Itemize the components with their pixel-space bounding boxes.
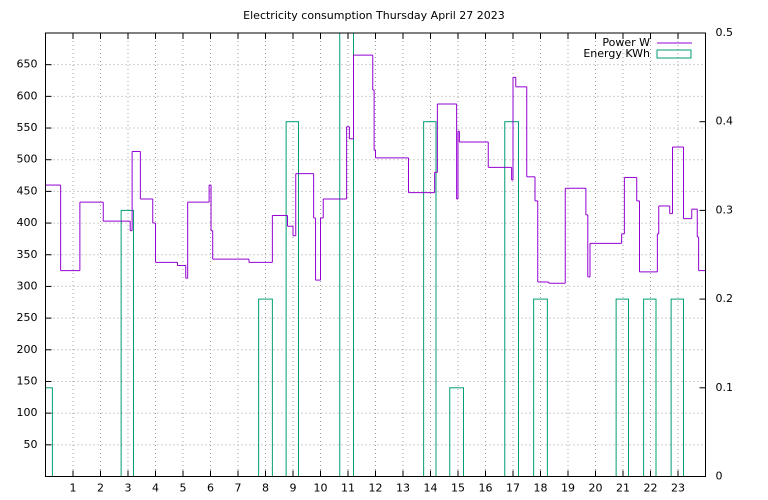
energy-box [670,298,684,477]
y2-tick-label: 0.3 [716,203,734,216]
x-tick-label: 7 [235,482,242,495]
x-tick-label: 12 [369,482,383,495]
legend-label: Energy KWh [583,47,650,60]
plot-frame [45,32,706,477]
power-line [45,54,706,284]
y-tick-label: 50 [24,438,38,451]
y2-tick-label: 0.2 [716,292,734,305]
y-tick-label: 100 [17,406,38,419]
x-tick-label: 17 [506,482,520,495]
y-tick-label: 300 [17,279,38,292]
x-tick-label: 11 [341,482,355,495]
y2-tick-label: 0.4 [716,115,734,128]
energy-box [45,387,53,477]
x-tick-label: 22 [644,482,658,495]
x-tick-label: 18 [534,482,548,495]
x-tick-label: 5 [180,482,187,495]
y-tick-label: 650 [17,58,38,71]
x-tick-label: 8 [262,482,269,495]
x-tick-label: 14 [424,482,438,495]
y-tick-label: 600 [17,89,38,102]
x-tick-label: 2 [97,482,104,495]
y2-tick-label: 0.5 [716,26,734,39]
energy-box [449,387,464,477]
y-tick-label: 200 [17,343,38,356]
energy-box [285,121,299,477]
y-tick-label: 550 [17,121,38,134]
x-tick-label: 6 [207,482,214,495]
x-tick-label: 20 [589,482,603,495]
y2-tick-label: 0 [716,470,723,483]
x-tick-label: 19 [561,482,575,495]
energy-box [615,298,629,477]
x-tick-label: 23 [671,482,685,495]
legend-label: Power W [602,36,650,49]
y-tick-label: 450 [17,184,38,197]
x-tick-label: 3 [125,482,132,495]
energy-box [120,209,134,477]
x-tick-label: 21 [616,482,630,495]
x-tick-label: 9 [290,482,297,495]
y-tick-label: 500 [17,153,38,166]
x-tick-label: 1 [70,482,77,495]
x-tick-label: 16 [479,482,493,495]
x-tick-label: 10 [314,482,328,495]
y-tick-label: 400 [17,216,38,229]
x-tick-label: 4 [152,482,159,495]
x-tick-label: 13 [396,482,410,495]
chart-title: Electricity consumption Thursday April 2… [243,9,505,22]
x-tick-label: 15 [451,482,465,495]
y2-tick-label: 0.1 [716,381,734,394]
y-tick-label: 250 [17,311,38,324]
legend-swatch [656,49,692,59]
energy-box [643,298,657,477]
y-tick-label: 150 [17,374,38,387]
y-tick-label: 350 [17,248,38,261]
